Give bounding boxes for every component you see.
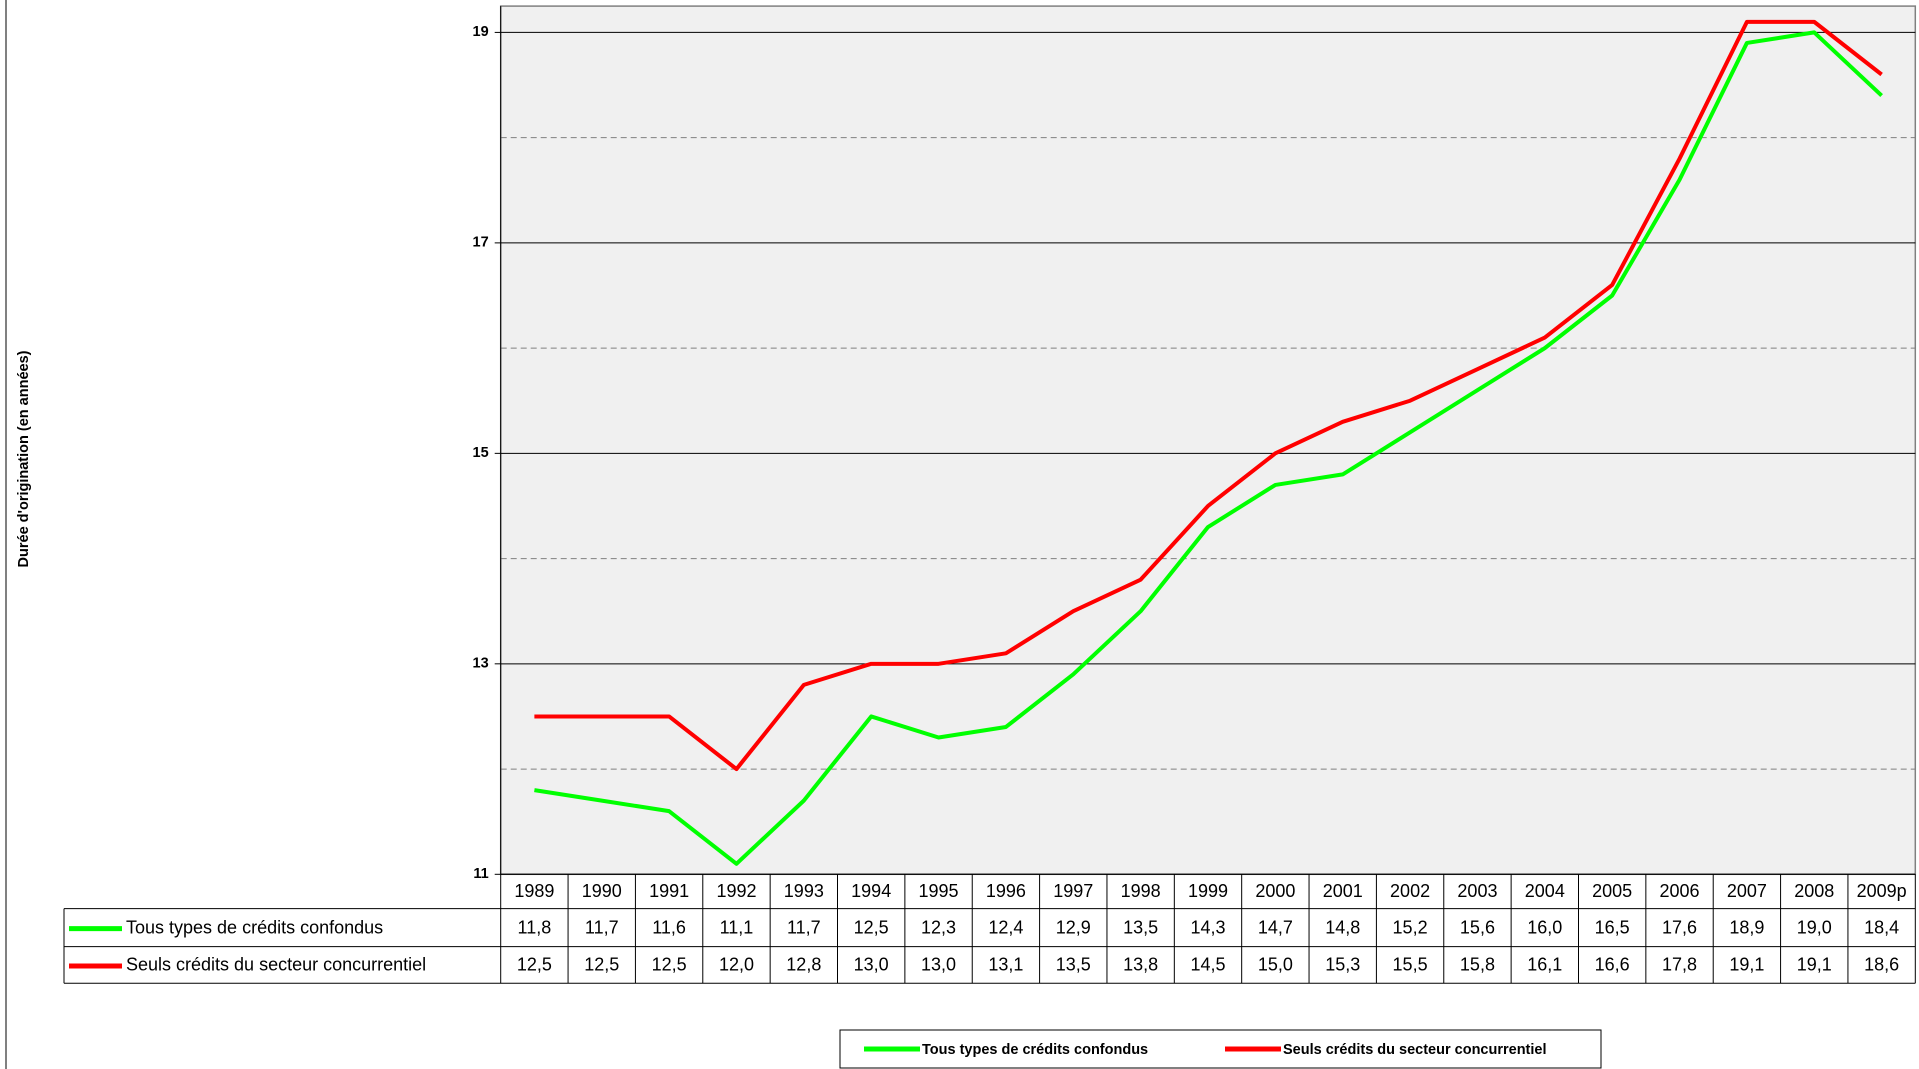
data-label: 12,5 <box>517 955 552 975</box>
x-tick-label: 2007 <box>1727 881 1767 901</box>
x-tick-label: 1997 <box>1053 881 1093 901</box>
data-label: 18,9 <box>1729 917 1764 937</box>
data-label: 15,5 <box>1393 955 1428 975</box>
x-tick-label: 2001 <box>1323 881 1363 901</box>
legend-box <box>839 1029 1602 1069</box>
data-label: 14,8 <box>1325 917 1360 937</box>
y-tick-label: 13 <box>473 656 489 672</box>
data-label: 11,6 <box>652 917 686 937</box>
data-label: 19,1 <box>1797 955 1832 975</box>
data-label: 15,2 <box>1393 917 1428 937</box>
x-tick-label: 1999 <box>1188 881 1228 901</box>
data-label: 14,5 <box>1190 955 1225 975</box>
x-tick-label: 2008 <box>1794 881 1834 901</box>
data-label: 12,8 <box>786 955 821 975</box>
data-label: 13,5 <box>1123 917 1158 937</box>
y-tick-label: 15 <box>473 445 489 461</box>
x-tick-label: 1995 <box>919 881 959 901</box>
data-label: 12,5 <box>854 917 889 937</box>
data-label: 12,3 <box>921 917 956 937</box>
data-label: 15,8 <box>1460 955 1495 975</box>
data-label: 18,4 <box>1864 917 1899 937</box>
x-tick-label: 1994 <box>851 881 891 901</box>
x-tick-label: 1992 <box>716 881 756 901</box>
data-label: 11,8 <box>518 917 552 937</box>
data-label: 12,4 <box>988 917 1023 937</box>
data-label: 11,7 <box>787 917 821 937</box>
data-label: 12,5 <box>584 955 619 975</box>
data-label: 16,0 <box>1527 917 1562 937</box>
data-label: 13,8 <box>1123 955 1158 975</box>
data-label: 13,1 <box>988 955 1023 975</box>
data-label: 13,5 <box>1056 955 1091 975</box>
y-tick-label: 17 <box>473 235 489 251</box>
y-tick-label: 19 <box>473 24 489 40</box>
data-label: 16,6 <box>1595 955 1630 975</box>
data-label: 13,0 <box>854 955 889 975</box>
y-axis-title: Durée d'origination (en années) <box>16 350 32 567</box>
x-tick-label: 2000 <box>1255 881 1295 901</box>
x-tick-label: 2006 <box>1660 881 1700 901</box>
x-tick-label: 2002 <box>1390 881 1430 901</box>
x-tick-label: 2003 <box>1457 881 1497 901</box>
x-tick-label: 1990 <box>582 881 622 901</box>
x-tick-label: 1989 <box>514 881 554 901</box>
table-row-label: Tous types de crédits confondus <box>126 917 383 937</box>
x-tick-label: 1998 <box>1121 881 1161 901</box>
x-tick-label: 1991 <box>649 881 689 901</box>
data-label: 11,1 <box>720 917 754 937</box>
x-tick-label: 2005 <box>1592 881 1632 901</box>
data-label: 18,6 <box>1864 955 1899 975</box>
data-label: 13,0 <box>921 955 956 975</box>
data-label: 19,1 <box>1729 955 1764 975</box>
data-label: 17,6 <box>1662 917 1697 937</box>
data-line <box>534 19 1883 772</box>
data-label: 15,3 <box>1325 955 1360 975</box>
y-tick-label: 11 <box>473 866 488 882</box>
data-line <box>534 30 1883 866</box>
x-tick-label: 1996 <box>986 881 1026 901</box>
data-label: 12,9 <box>1056 917 1091 937</box>
data-label: 12,5 <box>652 955 687 975</box>
data-label: 11,7 <box>585 917 619 937</box>
x-tick-label: 1993 <box>784 881 824 901</box>
data-label: 14,3 <box>1190 917 1225 937</box>
data-label: 15,0 <box>1258 955 1293 975</box>
data-label: 17,8 <box>1662 955 1697 975</box>
legend-label: Tous types de crédits confondus <box>922 1042 1148 1058</box>
data-label: 19,0 <box>1797 917 1832 937</box>
data-label: 12,0 <box>719 955 754 975</box>
x-tick-label: 2009p <box>1857 881 1907 901</box>
legend-label: Seuls crédits du secteur concurrentiel <box>1283 1042 1547 1058</box>
data-label: 16,1 <box>1527 955 1562 975</box>
x-tick-label: 2004 <box>1525 881 1565 901</box>
data-label: 16,5 <box>1595 917 1630 937</box>
data-label: 15,6 <box>1460 917 1495 937</box>
table-row-label: Seuls crédits du secteur concurrentiel <box>126 955 426 975</box>
data-label: 14,7 <box>1258 917 1293 937</box>
